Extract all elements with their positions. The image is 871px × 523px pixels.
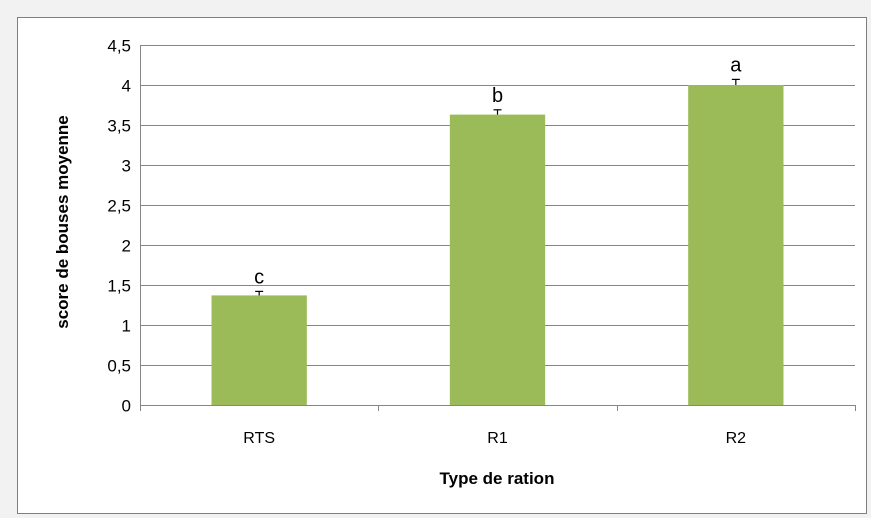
y-tick-label: 2,5	[107, 197, 131, 216]
significance-label: b	[492, 85, 503, 107]
bars	[211, 78, 784, 405]
y-tick-label: 4,5	[107, 37, 131, 56]
y-tick-label: 3	[122, 157, 131, 176]
significance-label: a	[730, 54, 742, 76]
x-tick-label: R1	[487, 430, 508, 447]
y-tick-label: 0	[122, 397, 131, 416]
labels: 0 0,5 1 1,5 2 2,5 3 3,5 4 4,5 RTS c R1 b R2 a	[107, 37, 746, 448]
y-tick-label: 1,5	[107, 277, 131, 296]
x-tick-label: R2	[726, 430, 747, 447]
y-tick-label: 0,5	[107, 357, 131, 376]
y-axis-title: score de bouses moyenne	[53, 115, 72, 329]
y-tick-label: 4	[122, 77, 131, 96]
x-axis-title: Type de ration	[440, 469, 555, 488]
x-tick-label: RTS	[243, 430, 275, 447]
axes	[140, 45, 856, 411]
y-tick-label: 1	[122, 317, 131, 336]
bar	[688, 85, 784, 405]
bar	[449, 114, 546, 405]
significance-label: c	[254, 266, 264, 288]
y-tick-label: 3,5	[107, 117, 131, 136]
y-tick-label: 2	[122, 237, 131, 256]
bar	[211, 295, 307, 405]
